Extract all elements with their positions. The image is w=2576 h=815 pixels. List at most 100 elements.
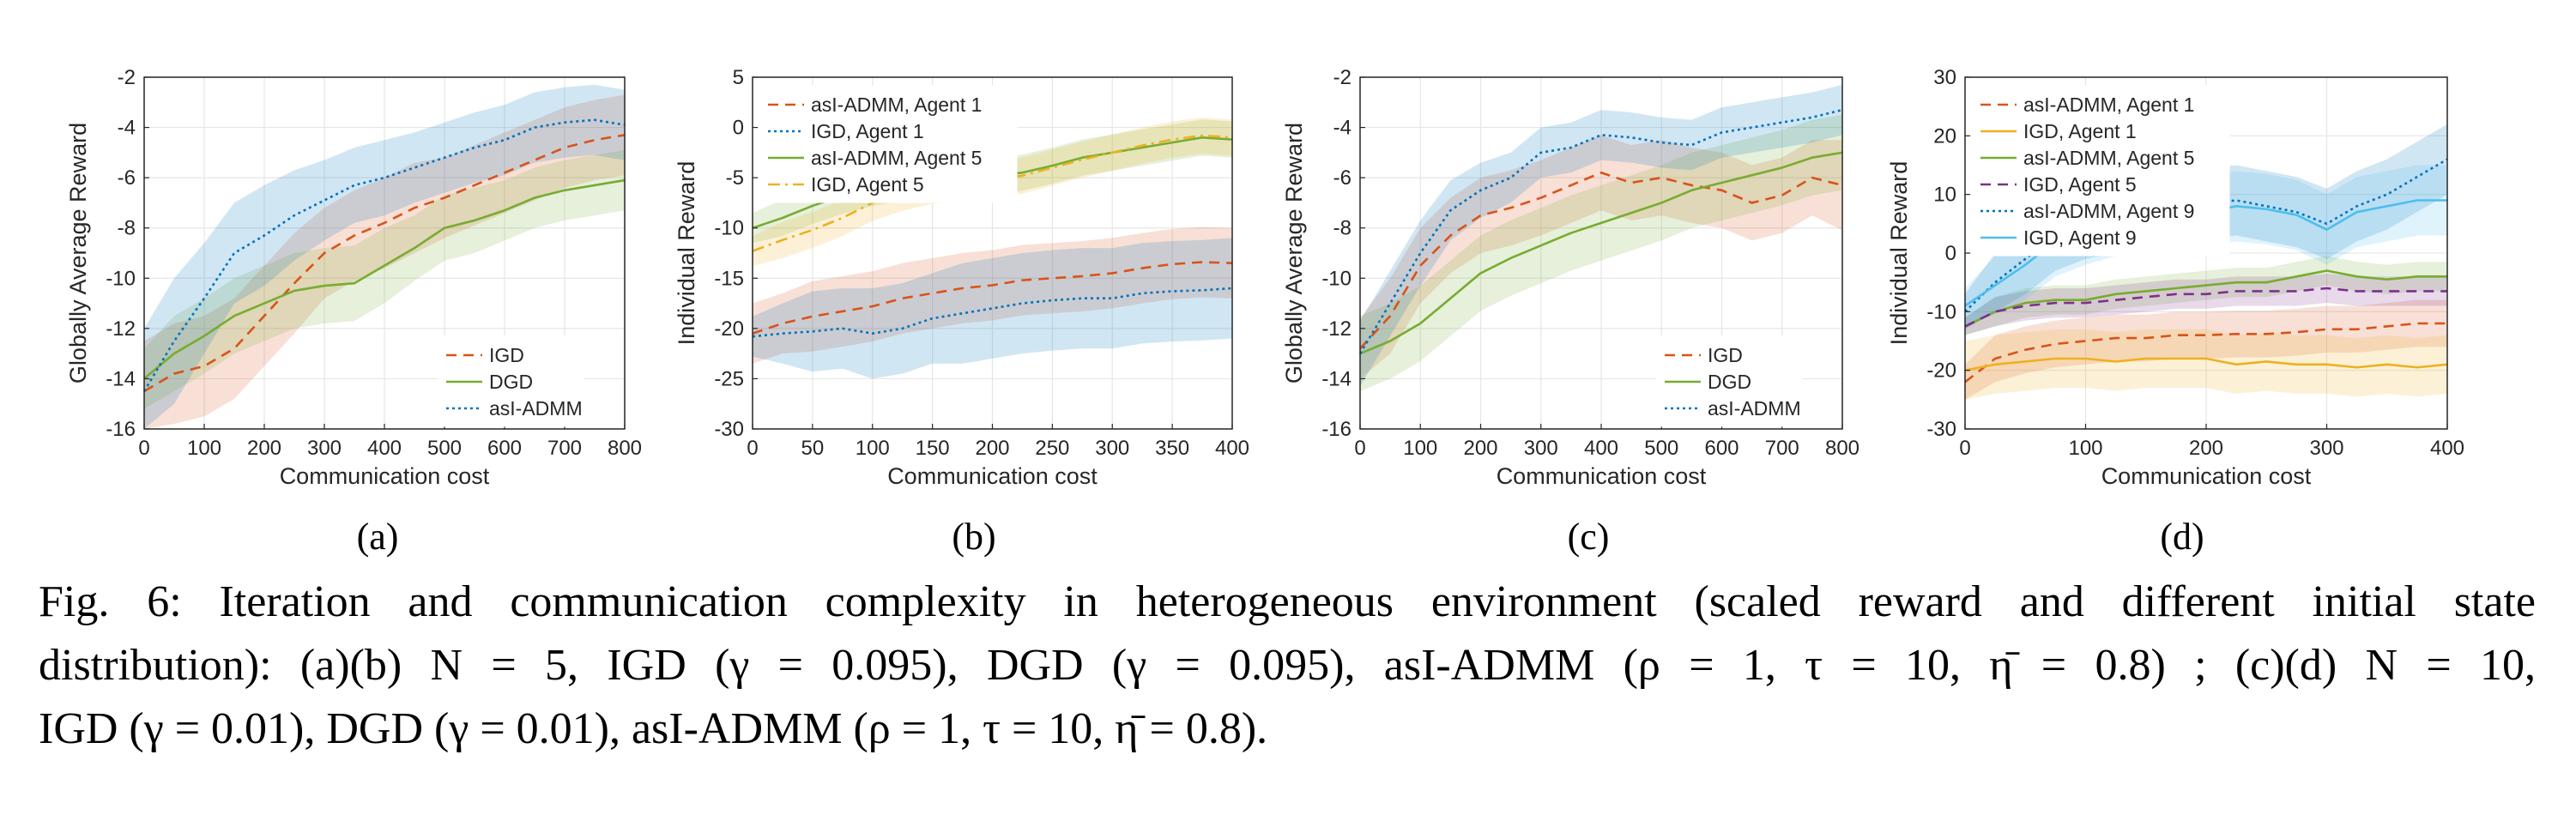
series-line-d-0	[1964, 322, 2447, 383]
x-tick-label: 500	[1644, 437, 1678, 460]
y-tick-label: -25	[714, 367, 744, 390]
x-tick-label: 0	[138, 437, 149, 460]
legend-label-d-1: IGD, Agent 1	[2023, 120, 2137, 142]
confidence-band-b-0	[753, 226, 1232, 364]
legend-label-d-5: IGD, Agent 9	[2023, 226, 2137, 249]
y-tick-label: -8	[118, 217, 136, 240]
legend-c: IGD DGD asI-ADMM	[1655, 335, 1803, 427]
x-tick-label: 600	[487, 437, 522, 460]
legend-label-a-0: IGD	[489, 344, 524, 366]
caption-line-2: distribution): (a)(b) N = 5, IGD (γ = 0.…	[39, 641, 2536, 690]
chart-panel-c: 0 100 200 300 400 500 600 700 800 -16 -14 -12 -10 -8 -…	[1281, 66, 1859, 489]
x-tick-label: 100	[1403, 437, 1437, 460]
x-tick-label: 700	[547, 437, 582, 460]
subfigure-label-c: (c)	[1567, 516, 1610, 558]
y-axis-label-d: Individual Reward	[1886, 161, 1912, 346]
x-tick-label: 700	[1765, 437, 1799, 460]
x-tick-label: 150	[916, 437, 950, 460]
series-line-c-1	[1359, 151, 1843, 355]
x-axis-label-b: Communication cost	[887, 463, 1098, 489]
legend-a: IGD DGD asI-ADMM	[437, 335, 584, 427]
y-tick-label: -10	[714, 217, 744, 240]
subfigure-label-d: (d)	[2160, 516, 2204, 558]
y-tick-label: -2	[118, 66, 136, 89]
x-tick-label: 100	[856, 437, 890, 460]
y-tick-label: -30	[714, 418, 744, 441]
legend-label-d-4: asI-ADMM, Agent 9	[2023, 200, 2194, 222]
x-tick-label: 600	[1704, 437, 1738, 460]
y-tick-label: -14	[106, 367, 136, 390]
confidence-band-a-2	[144, 84, 625, 430]
y-tick-label: -6	[118, 166, 136, 190]
chart-panel-a: 0 100 200 300 400 500 600 700 800 -16 -14 -12 -10 -8 -…	[65, 66, 642, 489]
series-line-c-0	[1359, 171, 1843, 350]
legend-label-b-3: IGD, Agent 5	[811, 173, 924, 196]
y-tick-label: -20	[1926, 359, 1956, 383]
caption-line-3: IGD (γ = 0.01), DGD (γ = 0.01), asI-ADMM…	[39, 704, 1268, 753]
x-tick-label: 400	[2430, 437, 2464, 460]
y-tick-label: -12	[106, 317, 136, 341]
y-tick-label: -4	[1333, 117, 1351, 140]
y-tick-label: -8	[1333, 217, 1351, 240]
x-tick-label: 350	[1155, 437, 1189, 460]
y-axis-label-b: Individual Reward	[674, 161, 699, 346]
series-line-d-2	[1964, 269, 2447, 328]
y-tick-label: 0	[733, 117, 744, 140]
series-line-d-4	[1964, 158, 2448, 313]
x-tick-label: 300	[1524, 437, 1558, 460]
y-tick-label: -20	[714, 317, 744, 341]
y-tick-label: -5	[726, 166, 744, 190]
x-tick-label: 400	[367, 437, 402, 460]
x-tick-label: 0	[1959, 437, 1970, 460]
y-tick-label: 0	[1945, 242, 1956, 265]
y-tick-label: -14	[1321, 367, 1351, 390]
chart-panel-d: 0 100 200 300 400 -30 -20 -10 0 10 20 30 Communicati…	[1886, 66, 2464, 489]
legend-label-b-2: asI-ADMM, Agent 5	[811, 147, 982, 169]
confidence-band-a-0	[144, 94, 625, 429]
x-tick-label: 400	[1584, 437, 1618, 460]
y-axis-label-a: Globally Average Reward	[65, 123, 91, 383]
x-tick-label: 300	[2309, 437, 2343, 460]
series-line-d-3	[1964, 287, 2447, 328]
legend-label-c-0: IGD	[1708, 344, 1743, 366]
y-tick-label: -10	[1321, 267, 1351, 290]
chart-panel-b: 0 50 100 150 200 250 300 350 400-30-25-20-15-10-…	[674, 66, 1249, 489]
x-tick-label: 50	[801, 437, 825, 460]
y-tick-label: -16	[1321, 418, 1351, 441]
series-line-b-1	[752, 287, 1233, 338]
confidence-band-d-1	[1965, 329, 2447, 400]
confidence-band-c-1	[1360, 114, 1842, 392]
x-axis-label-d: Communication cost	[2101, 463, 2312, 489]
series-line-a-1	[143, 178, 626, 380]
series-line-d-1	[1964, 357, 2448, 371]
legend-label-c-1: DGD	[1708, 371, 1751, 393]
subfigure-label-a: (a)	[356, 516, 399, 558]
y-axis-label-c: Globally Average Reward	[1281, 123, 1307, 383]
confidence-band-a-1	[144, 149, 625, 409]
x-tick-label: 200	[2189, 437, 2223, 460]
legend-label-d-3: IGD, Agent 5	[2023, 173, 2137, 196]
x-tick-label: 250	[1035, 437, 1069, 460]
confidence-band-c-2	[1360, 84, 1842, 387]
confidence-band-d-0	[1965, 299, 2447, 400]
series-line-a-0	[143, 134, 626, 393]
x-tick-label: 400	[1215, 437, 1249, 460]
y-tick-label: 20	[1933, 124, 1956, 148]
x-tick-label: 500	[427, 437, 462, 460]
y-tick-label: -15	[714, 267, 744, 290]
confidence-band-d-2	[1965, 256, 2447, 335]
y-tick-label: -10	[106, 267, 136, 290]
x-tick-label: 800	[1825, 437, 1859, 460]
x-tick-label: 100	[2068, 437, 2102, 460]
x-tick-label: 0	[1354, 437, 1365, 460]
x-axis-label-a: Communication cost	[280, 463, 490, 489]
y-tick-label: -12	[1321, 317, 1351, 341]
legend-label-b-1: IGD, Agent 1	[811, 120, 924, 142]
confidence-band-c-0	[1360, 135, 1842, 379]
y-tick-label: 5	[733, 66, 744, 89]
x-tick-label: 800	[608, 437, 642, 460]
legend-label-d-2: asI-ADMM, Agent 5	[2023, 147, 2194, 169]
y-tick-label: -30	[1926, 418, 1956, 441]
x-tick-label: 300	[307, 437, 342, 460]
